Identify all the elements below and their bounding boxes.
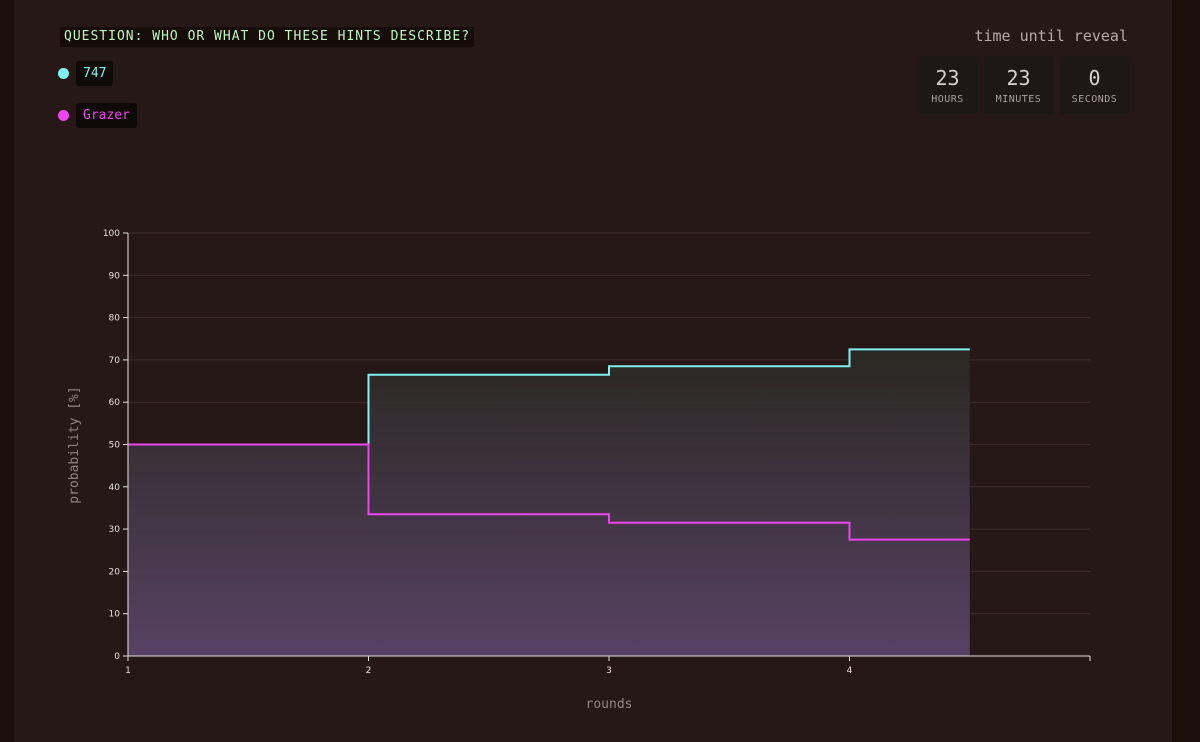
legend-item-747[interactable]: 747 [58, 61, 137, 86]
axes-layer: 0 10 20 30 40 50 60 70 80 90 100 1 2 3 4 [103, 229, 1091, 676]
timer-hours-label: HOURS [931, 93, 964, 105]
timer-hours-value: 23 [935, 65, 960, 90]
series-line-747 [128, 348, 970, 446]
legend: 747 Grazer [58, 61, 137, 145]
question-text: QUESTION: WHO OR WHAT DO THESE HINTS DES… [60, 27, 475, 47]
y-tick-label: 100 [103, 229, 120, 239]
y-tick-label: 20 [109, 567, 121, 577]
y-tick-label: 70 [109, 356, 121, 366]
y-tick-label: 90 [109, 271, 121, 281]
series-line-grazer [128, 443, 970, 541]
y-tick-label: 60 [109, 398, 121, 408]
y-axis-label: probability [%] [67, 386, 82, 503]
legend-label-grazer: Grazer [76, 103, 137, 128]
x-tick-label: 1 [125, 666, 131, 676]
x-tick-label: 4 [847, 666, 853, 676]
probability-chart: 0 10 20 30 40 50 60 70 80 90 100 1 2 3 4 rounds probab… [67, 229, 1091, 712]
legend-item-grazer[interactable]: Grazer [58, 103, 137, 128]
series-layer [128, 348, 970, 541]
timer-seconds-value: 0 [1088, 65, 1101, 90]
y-tick-label: 30 [109, 525, 121, 535]
legend-dot-747-icon [58, 68, 69, 79]
legend-label-747: 747 [76, 61, 114, 86]
timer-minutes-label: MINUTES [995, 93, 1042, 105]
y-tick-label: 80 [109, 314, 121, 324]
x-axis-label: rounds [586, 697, 633, 712]
page: QUESTION: WHO OR WHAT DO THESE HINTS DES… [14, 0, 1172, 742]
timer-minutes-box: 23 MINUTES [984, 56, 1053, 114]
y-tick-label: 40 [109, 483, 121, 493]
legend-dot-grazer-icon [58, 110, 69, 121]
area-layer [128, 349, 970, 656]
timer-title: time until reveal [974, 27, 1128, 45]
timer-seconds-label: SECONDS [1071, 93, 1118, 105]
timer-minutes-value: 23 [1006, 65, 1031, 90]
x-tick-label: 3 [606, 666, 612, 676]
y-tick-label: 10 [109, 610, 121, 620]
y-tick-label: 50 [109, 441, 121, 451]
y-tick-label: 0 [114, 652, 120, 662]
probability-area [128, 349, 970, 656]
countdown-timer: 23 HOURS 23 MINUTES 0 SECONDS [918, 56, 1129, 114]
timer-seconds-box: 0 SECONDS [1060, 56, 1129, 114]
timer-hours-box: 23 HOURS [918, 56, 977, 114]
x-tick-label: 2 [366, 666, 372, 676]
